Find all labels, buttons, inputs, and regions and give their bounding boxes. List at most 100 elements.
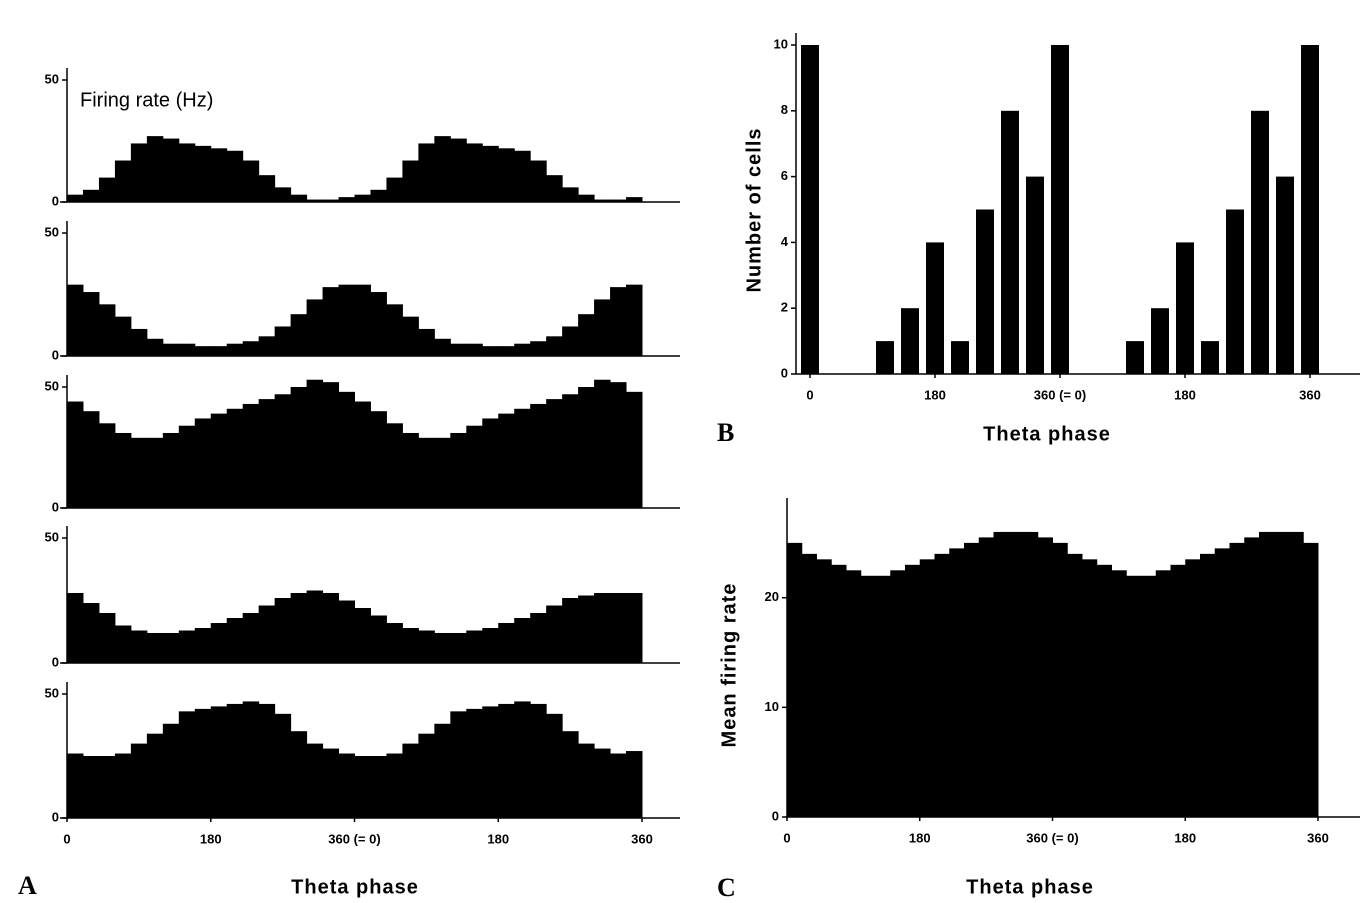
histogram-bar (1303, 542, 1319, 817)
y-tick-label: 6 (781, 168, 788, 183)
x-tick-label: 180 (487, 831, 509, 846)
histogram-bar (562, 598, 579, 663)
histogram-bar (594, 748, 611, 818)
histogram-bar (530, 341, 547, 356)
histogram-bar (210, 413, 228, 508)
histogram-bar (322, 748, 340, 818)
histogram-bar (322, 199, 340, 202)
histogram-bar (546, 336, 563, 356)
x-tick-label: 360 (= 0) (1034, 387, 1086, 402)
histogram-bar (1052, 542, 1068, 817)
annotation: Firing rate (Hz) (80, 89, 213, 111)
histogram-bar (562, 326, 579, 356)
histogram-bar (594, 379, 611, 508)
histogram-bar (210, 346, 228, 356)
bar (1051, 45, 1069, 374)
bar (1176, 242, 1194, 374)
histogram-bar (402, 160, 419, 202)
histogram-bar (610, 287, 627, 356)
histogram-bar (178, 425, 196, 508)
histogram-bar (306, 199, 324, 202)
histogram-bar (98, 423, 116, 508)
histogram-bar (1111, 570, 1127, 817)
histogram-bar (626, 197, 643, 202)
histogram-bar (626, 751, 643, 818)
histogram-bar (226, 150, 244, 202)
x-tick-label: 180 (924, 387, 946, 402)
histogram-bar (194, 708, 212, 818)
histogram-bar (546, 175, 563, 202)
histogram-bar (610, 199, 627, 202)
y-tick-label: 4 (781, 234, 789, 249)
histogram-bar (1155, 570, 1171, 817)
y-tick-label: 10 (765, 699, 779, 714)
bar (1301, 45, 1319, 374)
histogram-bar (194, 628, 212, 663)
histogram-bar (934, 553, 950, 817)
histogram-bar (949, 548, 965, 817)
histogram-bar (226, 618, 244, 663)
histogram-bar (82, 292, 100, 356)
x-tick-label: 360 (= 0) (328, 831, 380, 846)
histogram-bar (82, 189, 100, 202)
histogram-bar (258, 336, 276, 356)
histogram-bar (450, 432, 467, 508)
histogram-bar (860, 575, 876, 817)
histogram-bar (530, 703, 547, 818)
histogram-bar (386, 623, 403, 663)
histogram-bar (258, 175, 276, 202)
histogram-bar (226, 343, 244, 356)
histogram-bar (226, 703, 244, 818)
histogram-bar (338, 284, 355, 356)
histogram-bar (98, 304, 116, 356)
histogram-bar (434, 338, 451, 356)
histogram-bar (514, 701, 531, 818)
histogram-bar (242, 341, 260, 356)
histogram-bar (514, 408, 531, 508)
panel-label: C (717, 873, 736, 902)
histogram-bar (626, 391, 643, 508)
histogram-bar (434, 437, 451, 508)
histogram-bar (370, 292, 387, 356)
x-tick-label: 180 (1174, 387, 1196, 402)
y-tick-label: 2 (781, 300, 788, 315)
histogram-bar (338, 600, 355, 663)
histogram-bar (162, 343, 180, 356)
histogram-bar (114, 316, 132, 356)
histogram-bar (1273, 531, 1289, 817)
histogram-bar (562, 187, 579, 202)
x-tick-label: 0 (63, 831, 70, 846)
histogram-bar (514, 150, 531, 202)
histogram-bar (1067, 553, 1083, 817)
y-tick-label: 0 (52, 654, 59, 669)
histogram-bar (98, 613, 116, 663)
histogram-bar (210, 148, 228, 202)
y-tick-label: 8 (781, 102, 788, 117)
histogram-bar (306, 379, 324, 508)
bar (1001, 110, 1019, 375)
histogram-bar (402, 432, 419, 508)
histogram-bar (1023, 531, 1039, 817)
histogram-bar (890, 570, 906, 817)
histogram-bar (274, 598, 292, 663)
histogram-bar (306, 590, 324, 663)
histogram-bar (194, 145, 212, 202)
histogram-bar (594, 299, 611, 356)
histogram-bar (1185, 559, 1201, 817)
y-tick-label: 0 (772, 808, 779, 823)
bar (876, 341, 894, 374)
histogram-bar (1008, 531, 1024, 817)
bar (1276, 176, 1294, 374)
histogram-bar (162, 432, 180, 508)
bar (951, 341, 969, 374)
histogram-bar (178, 143, 196, 202)
histogram-bar (418, 143, 435, 202)
bar (901, 308, 919, 374)
panel-label: B (717, 418, 734, 447)
histogram-bar (514, 343, 531, 356)
histogram-bar (290, 387, 308, 508)
histogram-bar (978, 537, 994, 817)
histogram-bar (1259, 531, 1275, 817)
histogram-bar (562, 394, 579, 508)
histogram-bar (274, 394, 292, 508)
